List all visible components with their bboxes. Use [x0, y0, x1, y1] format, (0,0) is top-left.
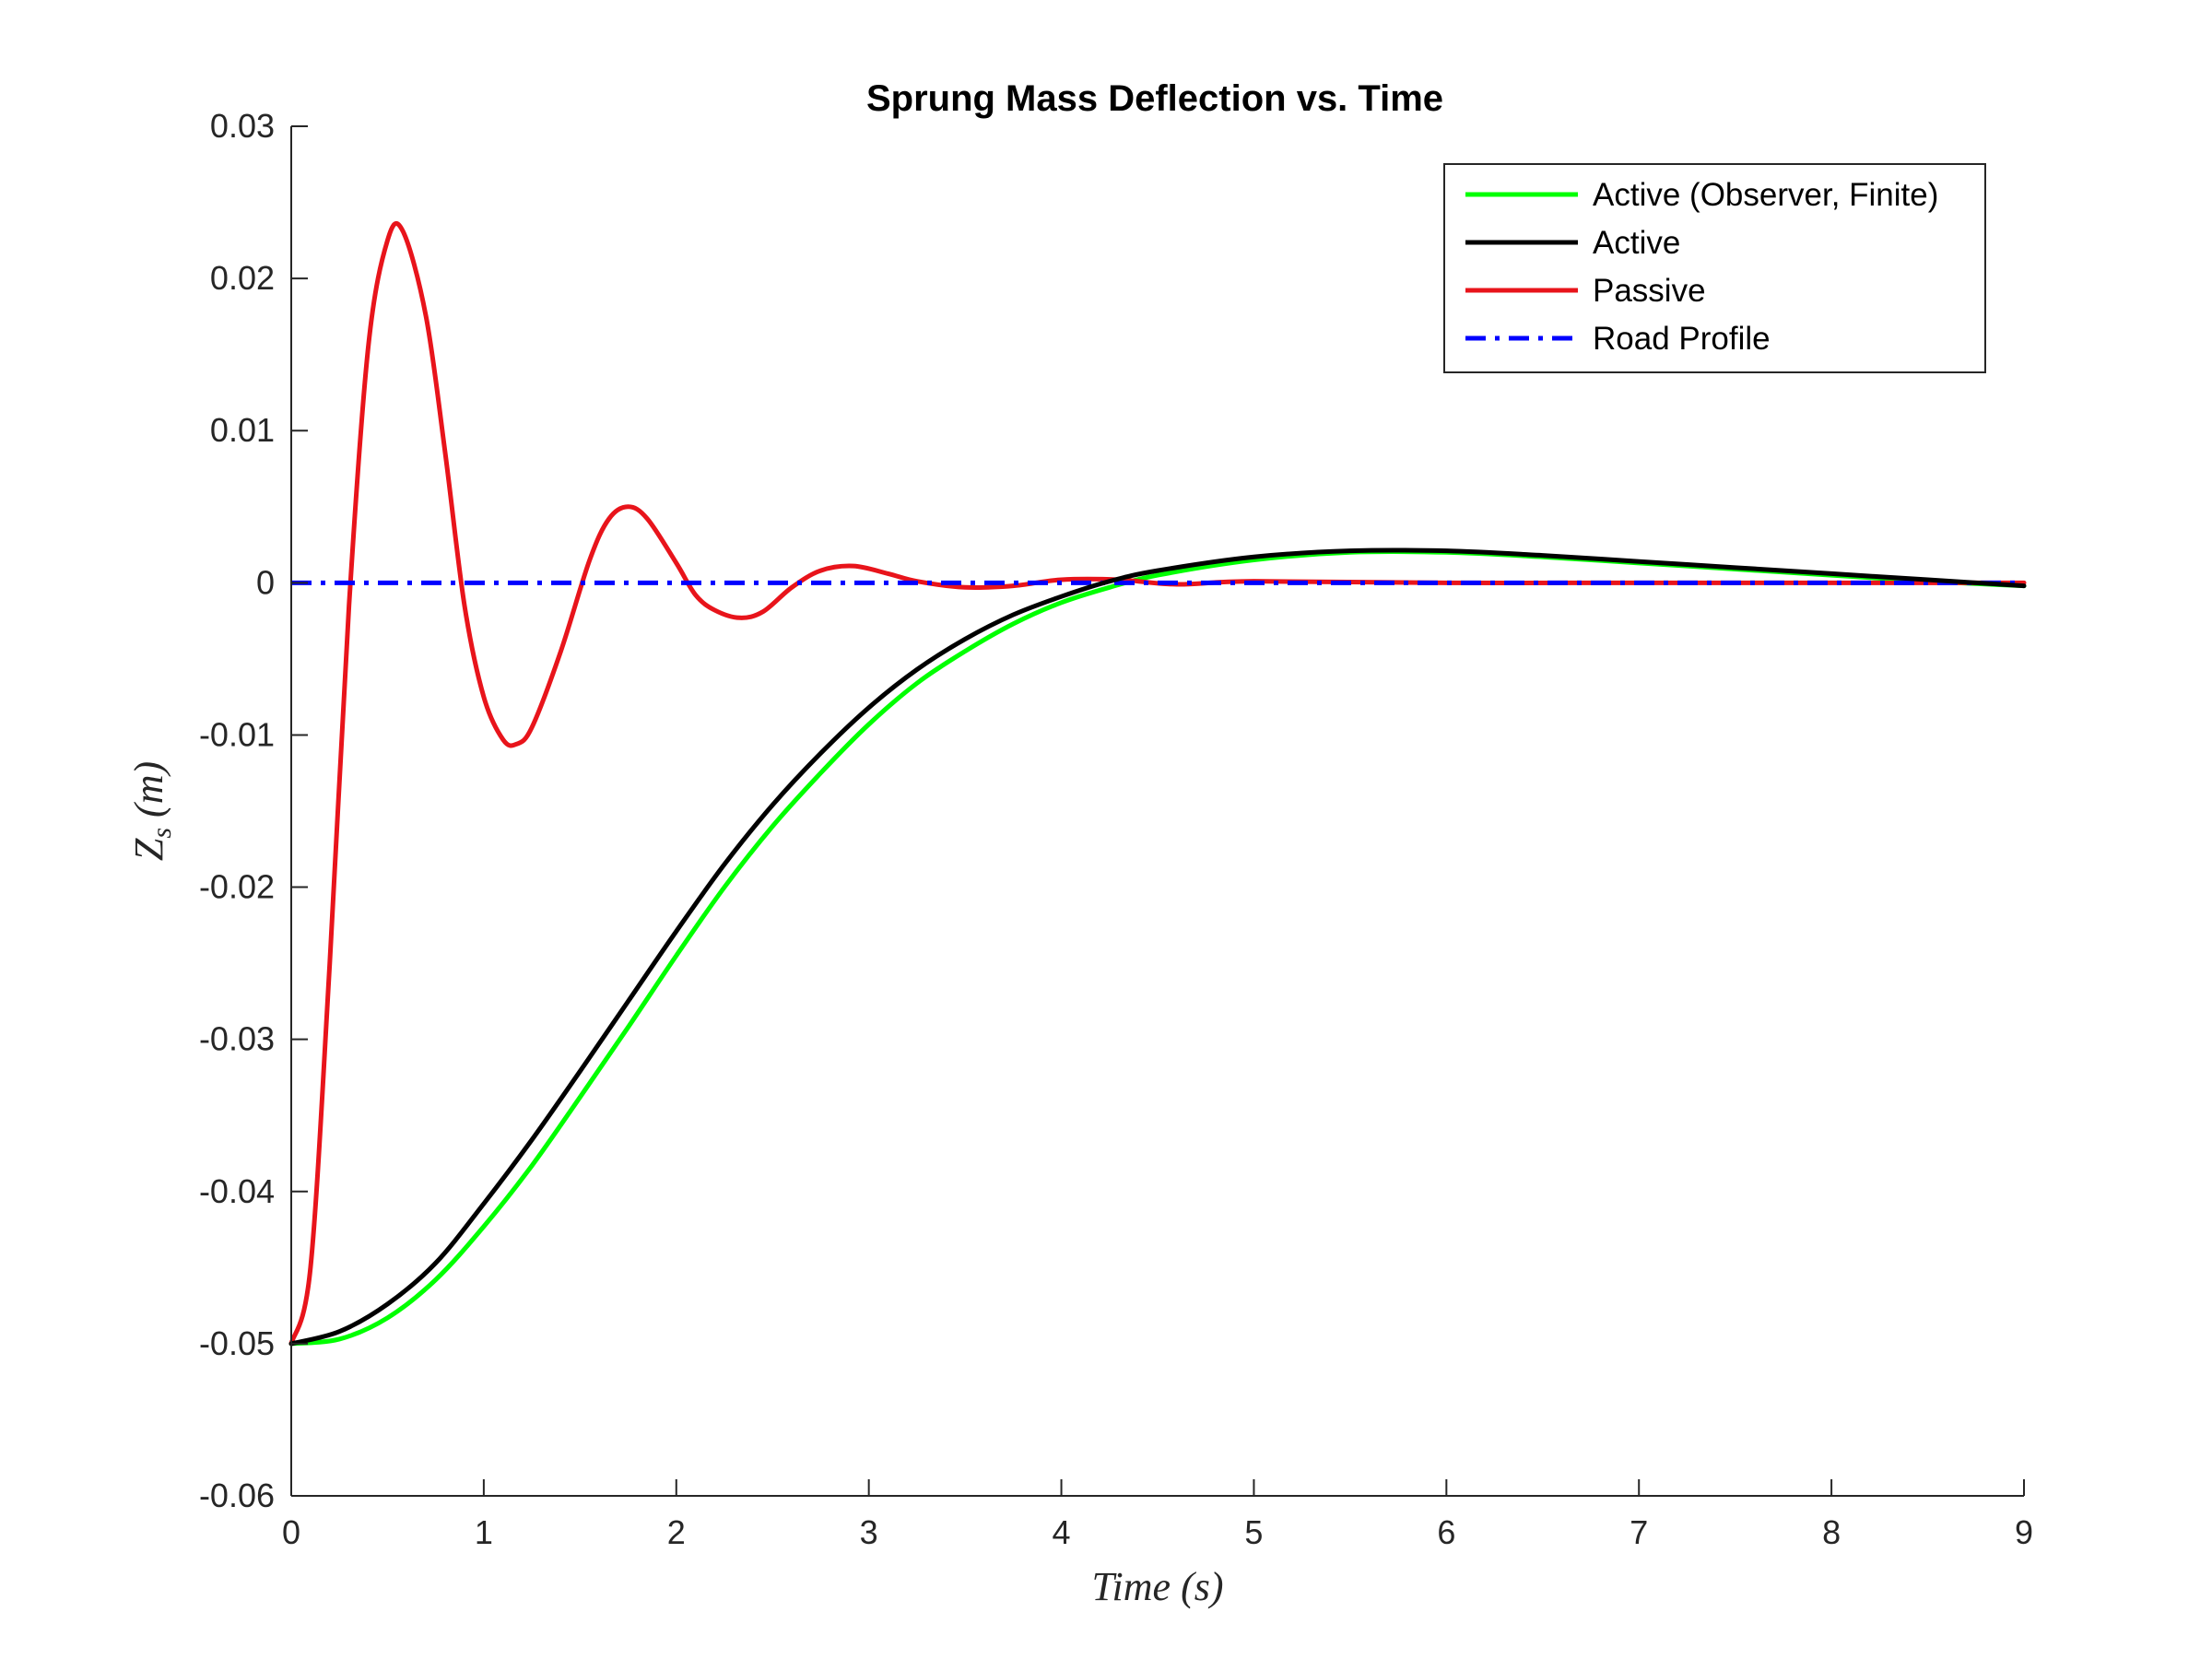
- y-tick-label: 0.01: [210, 411, 275, 449]
- y-tick-label: -0.06: [199, 1477, 275, 1514]
- x-tick-label: 4: [1053, 1513, 1071, 1551]
- chart-title: Sprung Mass Deflection vs. Time: [866, 78, 1443, 119]
- y-tick-label: -0.03: [199, 1020, 275, 1058]
- legend-label: Passive: [1593, 273, 1706, 309]
- legend-label: Active: [1593, 225, 1680, 261]
- x-tick-label: 9: [2015, 1513, 2033, 1551]
- x-tick-label: 0: [282, 1513, 300, 1551]
- x-tick-label: 2: [667, 1513, 686, 1551]
- y-tick-label: -0.05: [199, 1324, 275, 1362]
- y-tick-label: 0.02: [210, 259, 275, 297]
- x-ticks: 0 1 2 3 4 5 6 7 8 9: [282, 1479, 2033, 1551]
- plot-lines: [288, 221, 2027, 1347]
- series-line-passive: [288, 221, 2027, 1347]
- legend-items: Active (Observer, Finite) Active Passive Ro…: [1465, 177, 1938, 357]
- legend-label: Active (Observer, Finite): [1593, 177, 1938, 213]
- y-axis-label: Zs (m): [126, 761, 177, 861]
- series-line-active-observer-finite: [288, 548, 2027, 1347]
- x-tick-label: 8: [1822, 1513, 1841, 1551]
- x-tick-label: 7: [1630, 1513, 1648, 1551]
- x-tick-label: 3: [860, 1513, 878, 1551]
- y-tick-label: 0: [256, 563, 275, 601]
- legend-label: Road Profile: [1593, 321, 1771, 357]
- y-axis-label-sub: s: [147, 828, 177, 839]
- y-ticks: -0.06 -0.05 -0.04 -0.03 -0.02 -0.01 0 0.01 0.02 0…: [199, 107, 308, 1514]
- legend-box: [1443, 163, 1986, 373]
- y-axis-label-unit: (m): [126, 761, 171, 828]
- y-axis-label-main: Z: [126, 838, 171, 861]
- y-tick-label: -0.02: [199, 868, 275, 906]
- legend: Active (Observer, Finite) Active Passive Ro…: [1443, 163, 1986, 373]
- y-tick-label: -0.01: [199, 715, 275, 753]
- x-tick-label: 1: [475, 1513, 493, 1551]
- x-tick-label: 5: [1244, 1513, 1263, 1551]
- x-tick-label: 6: [1437, 1513, 1455, 1551]
- x-axis-label: Time (s): [1092, 1564, 1224, 1609]
- y-tick-label: -0.04: [199, 1172, 275, 1210]
- y-tick-label: 0.03: [210, 107, 275, 145]
- series-line-active: [288, 547, 2027, 1347]
